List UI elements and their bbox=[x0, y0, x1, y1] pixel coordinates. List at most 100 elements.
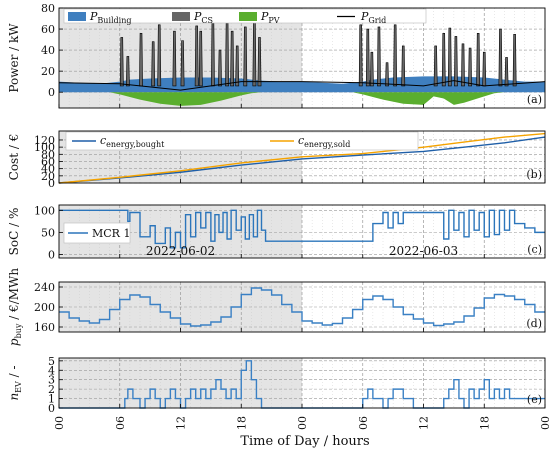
cs-peak bbox=[157, 24, 162, 87]
legend-item: PPV bbox=[260, 10, 280, 25]
y-axis-label: SoC / % bbox=[7, 208, 21, 256]
cs-peak bbox=[125, 56, 130, 87]
y-tick-label: 200 bbox=[34, 301, 55, 314]
legend-item: PGrid bbox=[360, 10, 386, 25]
cs-peak bbox=[504, 57, 509, 87]
y-tick-label: 2 bbox=[48, 383, 55, 396]
y-tick-label: 0 bbox=[48, 402, 55, 415]
y-axis-label: nEV / - bbox=[7, 365, 23, 400]
cs-peak bbox=[447, 27, 452, 87]
legend-item: PBuilding bbox=[89, 10, 132, 25]
y-tick-label: 0 bbox=[48, 248, 55, 261]
y-tick-label: 40 bbox=[41, 44, 55, 57]
cs-peak bbox=[172, 30, 177, 87]
series-line-1 bbox=[59, 360, 545, 409]
series-line-2 bbox=[58, 132, 546, 184]
y-tick-label: 1 bbox=[48, 393, 55, 406]
cs-peak bbox=[482, 51, 487, 87]
x-tick-label: 00 bbox=[539, 416, 550, 430]
y-tick-label: 60 bbox=[41, 23, 55, 36]
cs-peak bbox=[441, 32, 446, 87]
y-axis-label: Cost / € bbox=[7, 134, 21, 181]
y-tick-label: 100 bbox=[34, 204, 55, 217]
cs-peak bbox=[365, 28, 370, 87]
y-tick-label: 40 bbox=[41, 163, 55, 176]
cs-peak bbox=[198, 30, 203, 87]
x-axis-label: Time of Day / hours bbox=[240, 434, 369, 449]
legend-box bbox=[65, 131, 419, 151]
panel-a: 0 20 40 60 80 (a) Power / kW PBuilding PCS PPV PGr… bbox=[7, 2, 546, 109]
cs-peak bbox=[401, 45, 406, 87]
x-axis-ticks: 00 06 12 18 00 06 12 18 00 bbox=[53, 416, 550, 430]
y-tick-label: 160 bbox=[34, 321, 55, 334]
cs-peak bbox=[476, 32, 481, 87]
y-axis-label: Power / kW bbox=[7, 23, 21, 93]
y-tick-label: 60 bbox=[41, 155, 55, 168]
cs-peak bbox=[377, 26, 381, 87]
series-grid-line bbox=[58, 80, 546, 91]
cs-peak bbox=[139, 32, 143, 87]
legend-swatch bbox=[172, 12, 190, 21]
x-tick-label: 18 bbox=[478, 416, 491, 430]
date-label-day1: 2022-06-02 bbox=[146, 244, 215, 258]
x-tick-label: 00 bbox=[296, 416, 309, 430]
y-tick-label: 0 bbox=[48, 177, 55, 190]
panel-label: (c) bbox=[527, 243, 542, 256]
y-tick-label: 20 bbox=[41, 65, 55, 78]
cs-peak bbox=[358, 24, 363, 87]
cs-peak bbox=[194, 25, 199, 87]
y-tick-label: 4 bbox=[48, 364, 55, 377]
y-tick-label: 100 bbox=[34, 141, 55, 154]
legend-swatch bbox=[239, 12, 257, 21]
cs-peak bbox=[235, 45, 240, 87]
cs-peak bbox=[512, 34, 517, 87]
cs-peak bbox=[393, 24, 398, 87]
date-label-day2: 2022-06-03 bbox=[389, 244, 458, 258]
y-tick-label: 0 bbox=[48, 86, 55, 99]
y-tick-label: 3 bbox=[48, 374, 55, 387]
legend-item: cenergy,bought bbox=[100, 134, 165, 149]
cs-peak bbox=[180, 40, 185, 87]
x-tick-label: 18 bbox=[235, 416, 248, 430]
cs-peak bbox=[243, 26, 248, 87]
cs-peak bbox=[218, 49, 222, 87]
cs-peak bbox=[468, 47, 472, 87]
legend-box bbox=[63, 222, 131, 244]
x-tick-label: 00 bbox=[53, 416, 66, 430]
panel-c: 0 50 100 (c) SoC / % MCR 1 2022-06-02 2022-06-0… bbox=[7, 204, 546, 261]
cs-peak bbox=[369, 51, 374, 87]
y-tick-label: 5 bbox=[48, 355, 55, 368]
cs-peak bbox=[498, 28, 503, 87]
panel-label: (e) bbox=[527, 393, 542, 406]
y-tick-label: 120 bbox=[34, 134, 55, 147]
cs-peak bbox=[252, 21, 257, 87]
y-tick-label: 240 bbox=[34, 281, 55, 294]
panel-label: (a) bbox=[527, 93, 542, 106]
cs-peak bbox=[210, 22, 215, 87]
x-tick-label: 06 bbox=[114, 416, 127, 430]
y-tick-label: 80 bbox=[41, 2, 55, 15]
cs-peak bbox=[151, 41, 156, 87]
series-line-1 bbox=[59, 287, 545, 327]
legend-item: cenergy,sold bbox=[298, 134, 350, 149]
panel-label: (d) bbox=[526, 317, 542, 330]
cs-peak bbox=[225, 22, 229, 87]
x-tick-label: 06 bbox=[357, 416, 370, 430]
series-line-1 bbox=[58, 136, 546, 184]
cs-peak bbox=[453, 36, 458, 87]
series-pv-area bbox=[59, 92, 545, 106]
legend-item: MCR 1 bbox=[92, 227, 130, 240]
cs-peak bbox=[433, 45, 438, 87]
y-tick-label: 50 bbox=[41, 226, 55, 239]
series-line-1 bbox=[59, 209, 545, 249]
y-axis-label: pbuy / €/MWh bbox=[7, 268, 23, 346]
cs-peak bbox=[257, 37, 262, 87]
cs-peak bbox=[385, 62, 389, 87]
panel-label: (b) bbox=[526, 168, 542, 181]
x-tick-label: 12 bbox=[418, 416, 431, 430]
cs-peak bbox=[461, 43, 465, 87]
series-building-area bbox=[59, 76, 545, 93]
